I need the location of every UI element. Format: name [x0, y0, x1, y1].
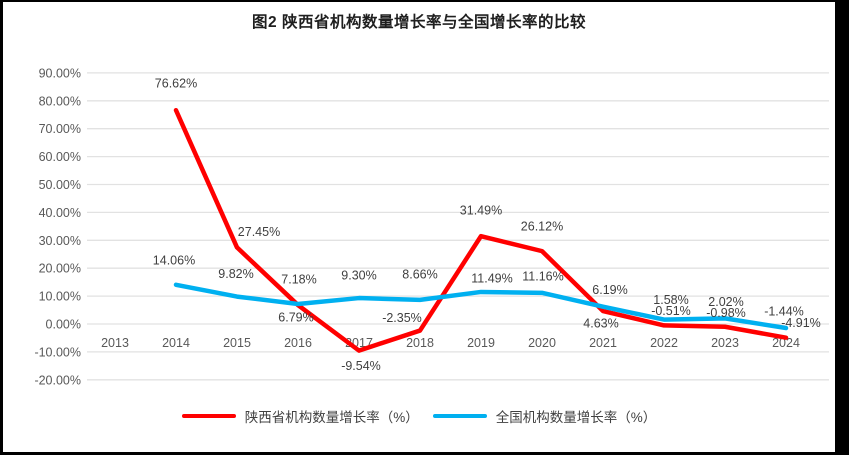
y-tick-label: 80.00%: [39, 94, 81, 108]
data-label-shaanxi-2018: -2.35%: [382, 311, 422, 325]
x-tick-label: 2022: [650, 336, 678, 350]
x-tick-label: 2016: [284, 336, 312, 350]
data-label-national-2021: 6.19%: [592, 283, 627, 297]
x-tick-label: 2018: [406, 336, 434, 350]
y-tick-label: 40.00%: [39, 206, 81, 220]
data-label-shaanxi-2015: 27.45%: [238, 225, 280, 239]
legend: 陕西省机构数量增长率（%） 全国机构数量增长率（%）: [3, 406, 835, 426]
data-label-shaanxi-2016: 6.79%: [278, 311, 313, 325]
data-label-national-2016: 7.18%: [281, 272, 316, 286]
y-tick-label: 30.00%: [39, 234, 81, 248]
series-line-national: [173, 282, 789, 331]
x-tick-label: 2015: [223, 336, 251, 350]
chart-title: 图2 陕西省机构数量增长率与全国增长率的比较: [252, 14, 586, 31]
y-tick-label: 90.00%: [39, 66, 81, 80]
data-label-national-2020: 11.16%: [522, 269, 563, 283]
data-label-shaanxi-2022: -0.51%: [651, 304, 691, 318]
x-tick-label: 2023: [711, 336, 739, 350]
data-label-national-2024: -1.44%: [764, 305, 804, 319]
legend-swatch-national-icon: [432, 414, 487, 418]
data-label-national-2022: 1.58%: [653, 293, 688, 307]
x-tick-label: 2014: [162, 336, 190, 350]
data-label-national-2014: 14.06%: [153, 253, 195, 267]
legend-label-shaanxi: 陕西省机构数量增长率（%）: [244, 410, 419, 425]
data-label-shaanxi-2019: 31.49%: [460, 204, 502, 218]
y-tick-label: 70.00%: [39, 122, 81, 136]
y-tick-label: 0.00%: [46, 318, 81, 332]
data-label-national-2018: 8.66%: [402, 267, 437, 281]
data-label-shaanxi-2021: 4.63%: [583, 317, 618, 331]
series-line-shaanxi: [173, 107, 789, 353]
x-tick-label: 2024: [772, 336, 800, 350]
legend-item-shaanxi: 陕西省机构数量增长率（%）: [181, 406, 419, 426]
y-tick-label: 10.00%: [39, 290, 81, 304]
line-chart-plot-area: 90.00% 80.00% 70.00% 60.00% 50.00% 40.00% 30.0…: [34, 66, 829, 387]
legend-label-national: 全国机构数量增长率（%）: [495, 410, 657, 425]
data-label-national-2017: 9.30%: [341, 269, 376, 283]
y-tick-label: -10.00%: [34, 345, 81, 359]
data-label-shaanxi-2014: 76.62%: [155, 77, 197, 91]
y-tick-label: 20.00%: [39, 262, 81, 276]
legend-swatch-shaanxi-icon: [181, 414, 236, 418]
data-label-shaanxi-2024: -4.91%: [781, 316, 821, 330]
data-label-national-2019: 11.49%: [471, 271, 512, 285]
data-label-shaanxi-2017: -9.54%: [341, 359, 381, 373]
x-tick-label: 2021: [589, 336, 617, 350]
y-tick-label: 50.00%: [39, 178, 81, 192]
x-tick-label: 2019: [467, 336, 495, 350]
y-tick-label: 60.00%: [39, 150, 81, 164]
legend-item-national: 全国机构数量增长率（%）: [432, 406, 657, 426]
y-tick-label: -20.00%: [34, 373, 81, 387]
data-label-national-2015: 9.82%: [218, 267, 253, 281]
x-tick-label: 2013: [101, 336, 129, 350]
data-label-national-2023: 2.02%: [708, 295, 743, 309]
data-label-shaanxi-2020: 26.12%: [521, 220, 563, 234]
data-label-shaanxi-2023: -0.98%: [706, 306, 746, 320]
x-tick-label: 2020: [528, 336, 556, 350]
